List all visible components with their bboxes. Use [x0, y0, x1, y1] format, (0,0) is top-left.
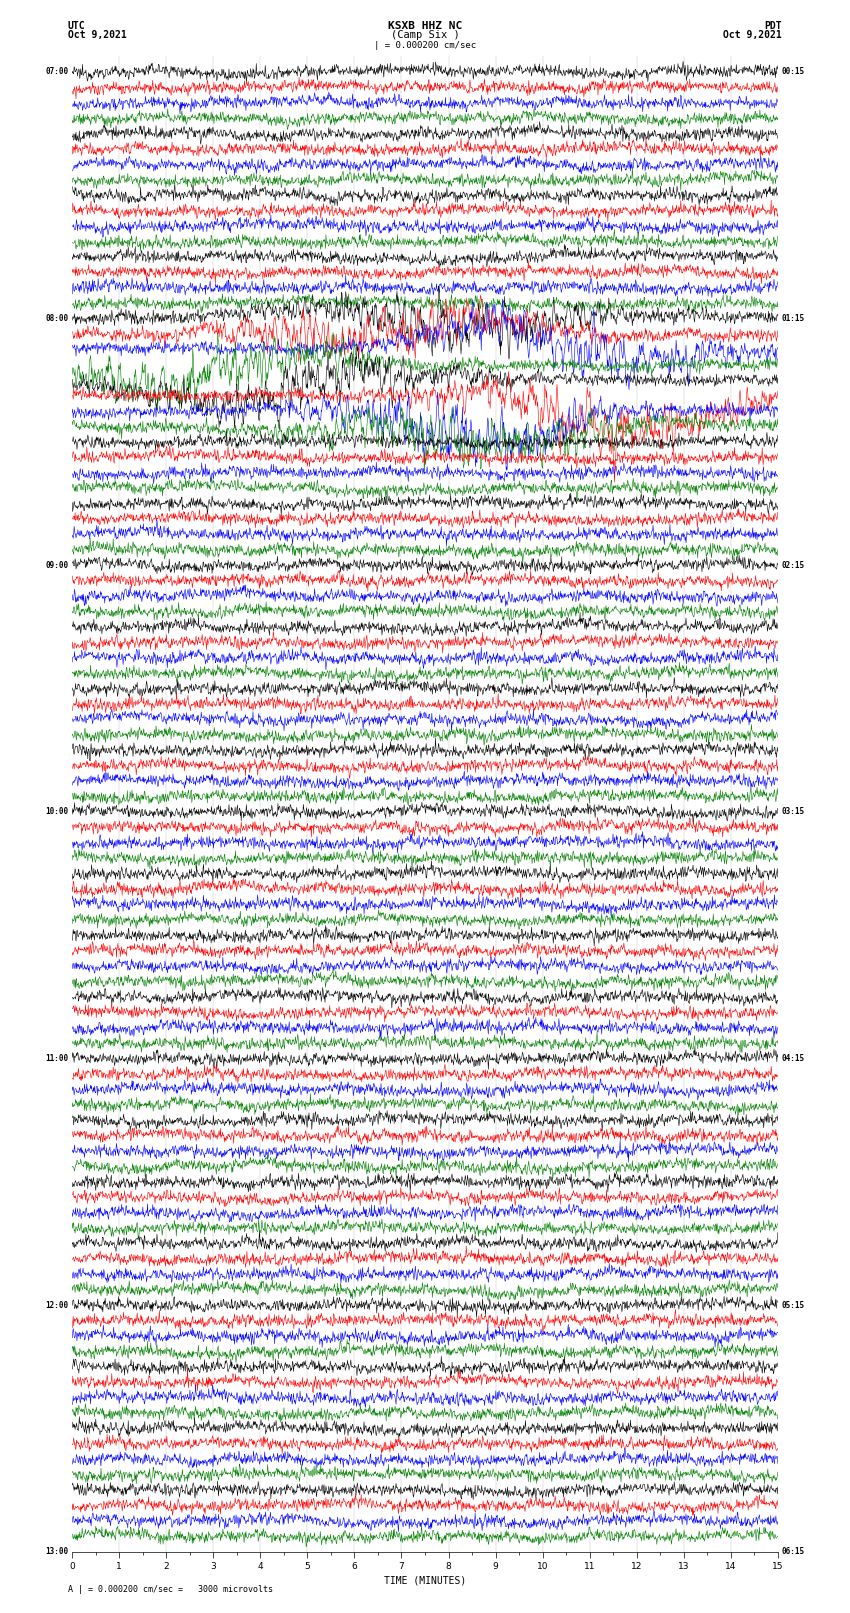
Text: 10:00: 10:00: [46, 806, 69, 816]
Text: KSXB HHZ NC: KSXB HHZ NC: [388, 21, 462, 31]
Text: 12:00: 12:00: [46, 1300, 69, 1310]
Text: 09:00: 09:00: [46, 561, 69, 569]
Text: 05:15: 05:15: [781, 1300, 804, 1310]
Text: 07:00: 07:00: [46, 68, 69, 76]
Text: PDT: PDT: [764, 21, 782, 31]
Text: 08:00: 08:00: [46, 315, 69, 323]
Text: 06:15: 06:15: [781, 1547, 804, 1557]
Text: 02:15: 02:15: [781, 561, 804, 569]
Text: 04:15: 04:15: [781, 1053, 804, 1063]
Text: Oct 9,2021: Oct 9,2021: [723, 31, 782, 40]
X-axis label: TIME (MINUTES): TIME (MINUTES): [384, 1576, 466, 1586]
Text: 13:00: 13:00: [46, 1547, 69, 1557]
Text: 00:15: 00:15: [781, 68, 804, 76]
Text: A | = 0.000200 cm/sec =   3000 microvolts: A | = 0.000200 cm/sec = 3000 microvolts: [68, 1584, 273, 1594]
Text: 03:15: 03:15: [781, 806, 804, 816]
Text: | = 0.000200 cm/sec: | = 0.000200 cm/sec: [374, 40, 476, 50]
Text: Oct 9,2021: Oct 9,2021: [68, 31, 127, 40]
Text: (Camp Six ): (Camp Six ): [391, 31, 459, 40]
Text: UTC: UTC: [68, 21, 86, 31]
Text: 11:00: 11:00: [46, 1053, 69, 1063]
Text: 01:15: 01:15: [781, 315, 804, 323]
